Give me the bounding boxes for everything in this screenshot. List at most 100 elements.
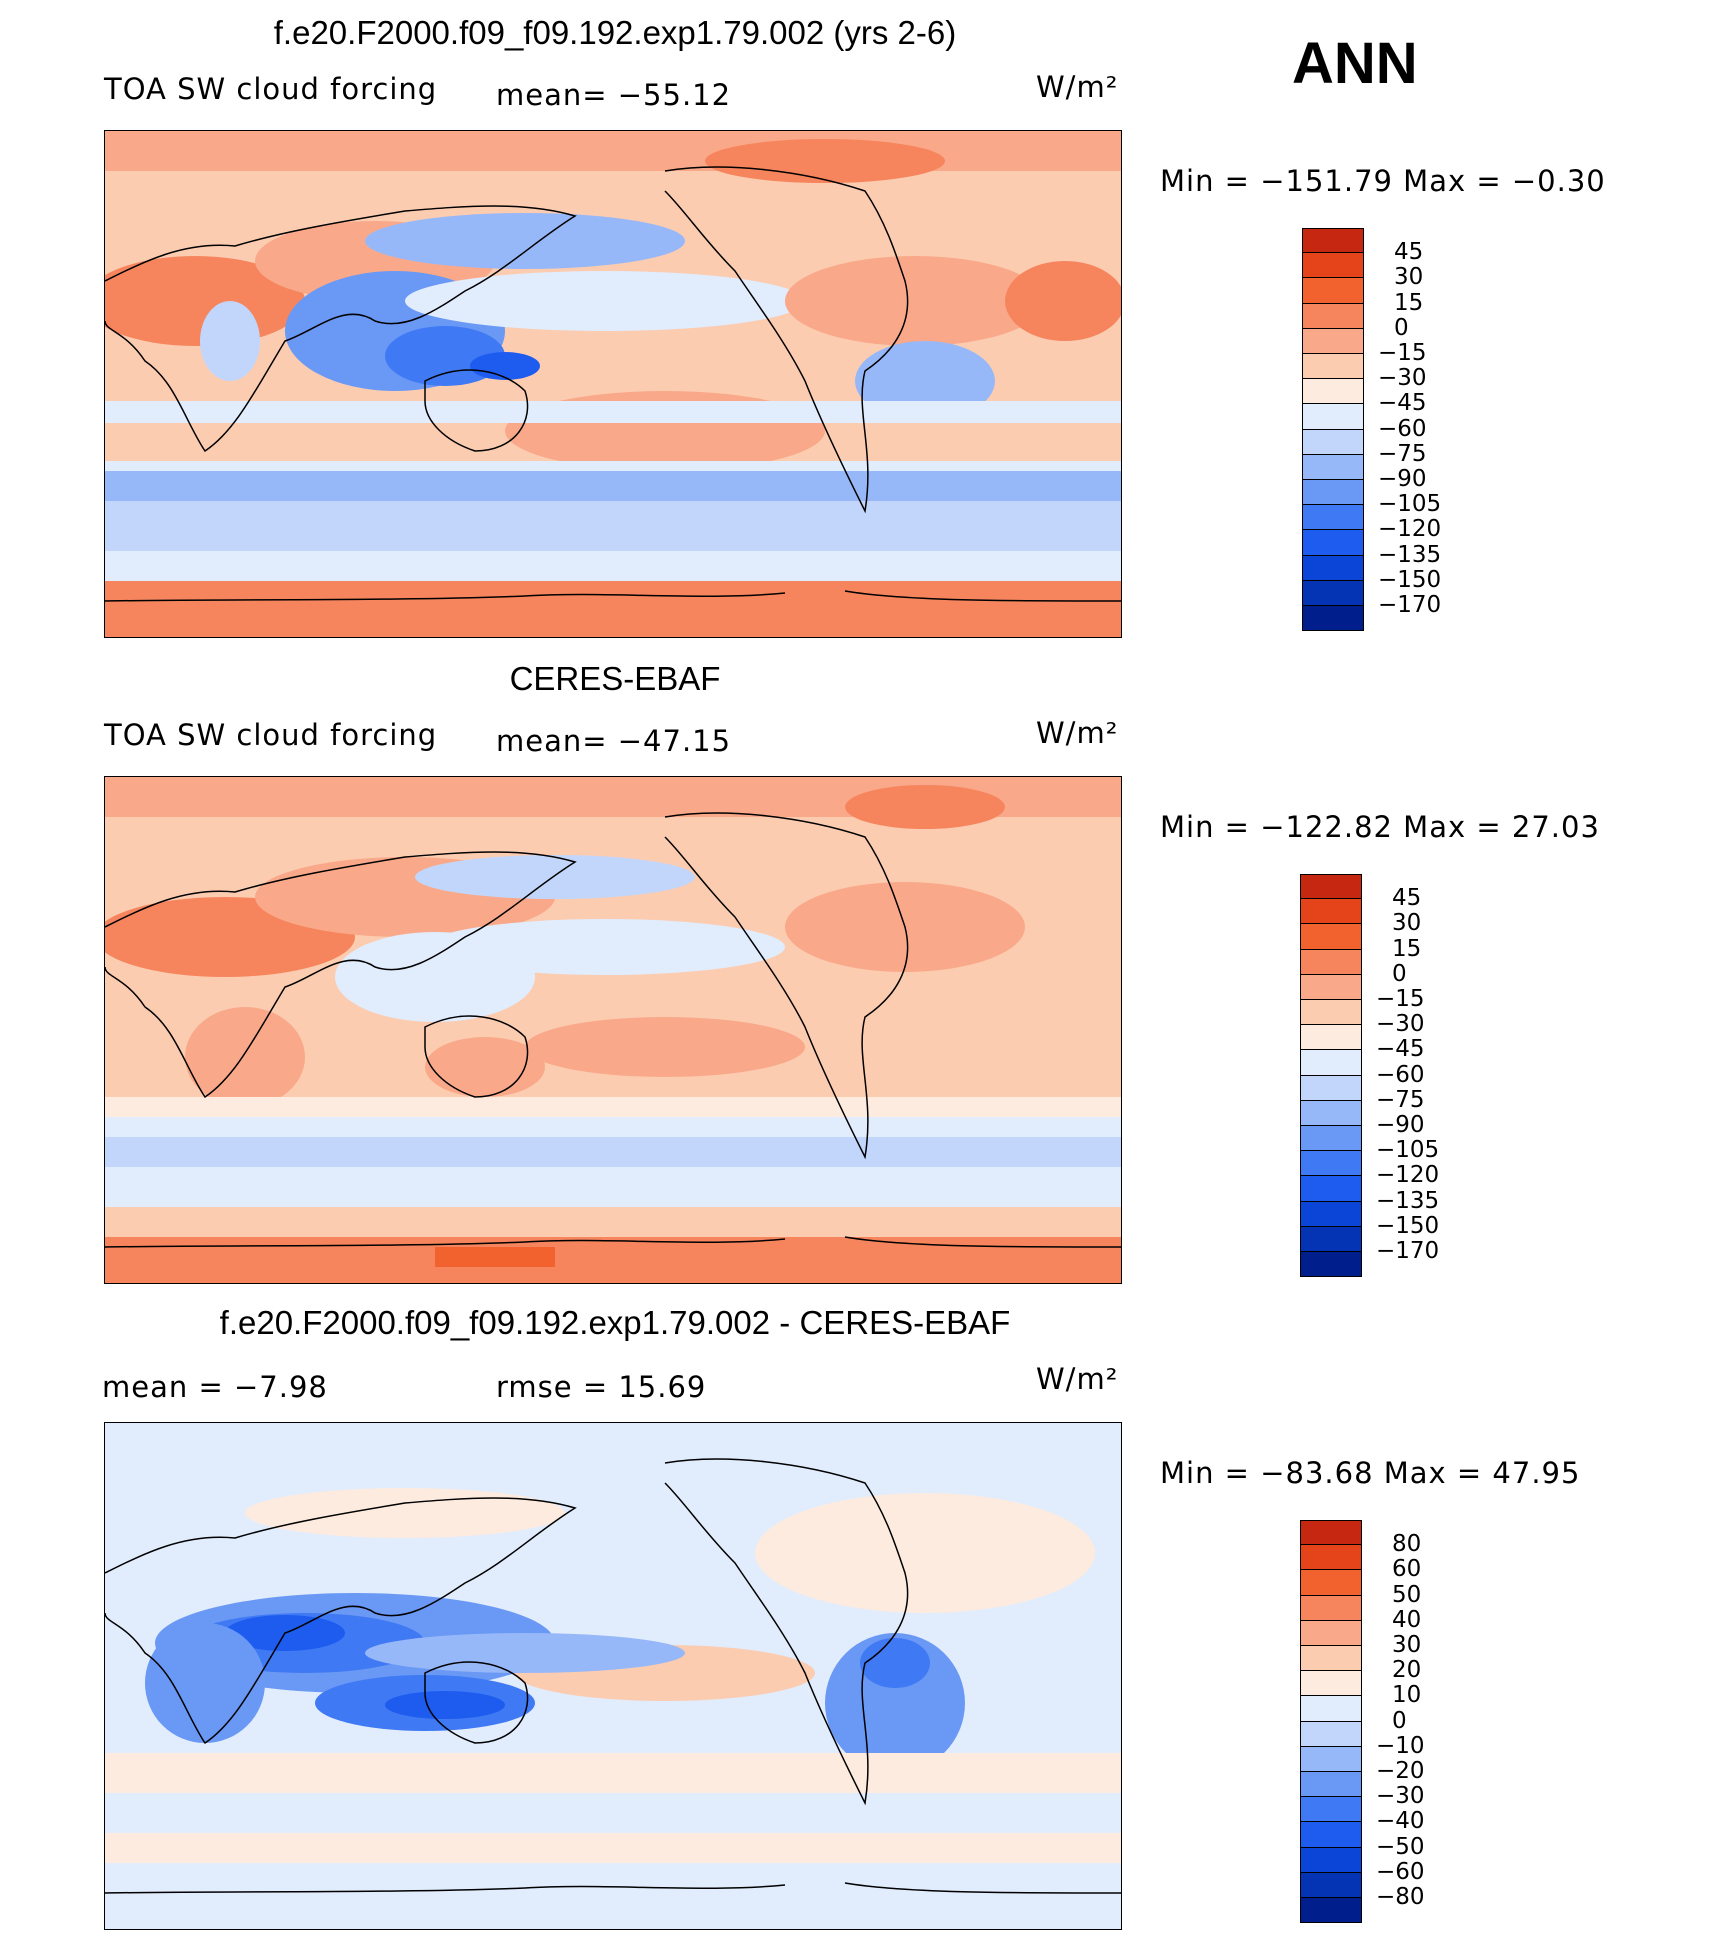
colorbar-tick-label: 15 [1394, 289, 1424, 316]
colorbar-tick-label: 80 [1392, 1531, 1422, 1558]
colorbar-tick-label: −10 [1376, 1732, 1425, 1759]
colorbar-swatch [1300, 1545, 1362, 1571]
panel1-map [104, 130, 1122, 638]
colorbar-swatch [1300, 1620, 1362, 1646]
colorbar-swatch [1302, 404, 1364, 430]
colorbar-tick-label: 0 [1392, 960, 1407, 987]
colorbar-tick-label: −15 [1376, 986, 1425, 1012]
colorbar-tick-label: −80 [1376, 1884, 1425, 1910]
colorbar-tick-label: 10 [1392, 1682, 1422, 1709]
colorbar-tick-label: −135 [1376, 1187, 1440, 1214]
colorbar-tick-label: 50 [1392, 1581, 1422, 1608]
colorbar-tick-label: 30 [1392, 910, 1422, 937]
panel3-title: f.e20.F2000.f09_f09.192.exp1.79.002 - CE… [219, 1304, 1011, 1341]
colorbar-tick-label: −90 [1378, 466, 1427, 492]
colorbar-swatch [1300, 1872, 1362, 1898]
colorbar-swatch [1302, 303, 1364, 329]
colorbar-swatch [1302, 454, 1364, 480]
colorbar-tick-label: 20 [1392, 1657, 1422, 1684]
colorbar-swatch [1300, 1000, 1362, 1026]
colorbar-swatch [1300, 1721, 1362, 1747]
colorbar-tick-label: 0 [1394, 314, 1409, 341]
colorbar-swatch [1302, 328, 1364, 354]
colorbar-tick-label: 60 [1392, 1556, 1422, 1583]
colorbar-tick-label: −105 [1378, 491, 1442, 518]
panel1-units: W/m² [1036, 70, 1119, 104]
colorbar-tick-label: 40 [1392, 1606, 1422, 1633]
colorbar-tick-label: −20 [1376, 1758, 1425, 1784]
colorbar-swatch [1300, 949, 1362, 975]
colorbar-swatch [1300, 1646, 1362, 1672]
panel1-title: f.e20.F2000.f09_f09.192.exp1.79.002 (yrs… [273, 14, 957, 51]
colorbar-tick-label: −60 [1376, 1858, 1425, 1885]
colorbar-tick-label: −105 [1376, 1137, 1440, 1164]
panel2-minmax: Min = −122.82 Max = 27.03 [1160, 810, 1600, 844]
colorbar-swatch [1300, 1050, 1362, 1076]
colorbar-tick-label: −60 [1378, 415, 1427, 442]
colorbar-swatch [1300, 974, 1362, 1000]
panel2-title: CERES-EBAF [509, 660, 721, 697]
colorbar-swatch [1300, 1671, 1362, 1697]
colorbar-swatch [1300, 1696, 1362, 1722]
colorbar-tick-label: −45 [1376, 1036, 1425, 1063]
colorbar-tick-label: −170 [1378, 592, 1442, 618]
colorbar-tick-label: −15 [1378, 340, 1427, 366]
colorbar-swatch [1302, 530, 1364, 556]
colorbar-swatch [1300, 1595, 1362, 1621]
colorbar-frame [1302, 228, 1364, 632]
colorbar-swatch [1300, 1176, 1362, 1202]
colorbar-tick-label: −150 [1378, 566, 1442, 593]
colorbar-swatch [1300, 1772, 1362, 1798]
colorbar-swatch [1302, 580, 1364, 606]
colorbar-tick-label: 45 [1392, 885, 1422, 912]
colorbar-swatch [1300, 1797, 1362, 1823]
panel1-variable-label: TOA SW cloud forcing [104, 72, 438, 106]
panel3-mean: mean = −7.98 [102, 1370, 328, 1404]
colorbar-swatch [1300, 1151, 1362, 1177]
colorbar-tick-label: −170 [1376, 1238, 1440, 1264]
colorbar-swatch [1302, 429, 1364, 455]
colorbar-swatch [1300, 1822, 1362, 1848]
colorbar-tick-label: −90 [1376, 1112, 1425, 1138]
colorbar-frame [1300, 874, 1362, 1278]
colorbar-frame [1300, 1520, 1362, 1924]
panel2-mean: mean= −47.15 [496, 724, 732, 758]
colorbar-swatch [1300, 1847, 1362, 1873]
colorbar-swatch [1300, 1075, 1362, 1101]
colorbar-tick-label: −75 [1378, 440, 1427, 467]
colorbar-tick-label: 15 [1392, 935, 1422, 962]
season-label: ANN [1292, 31, 1418, 96]
colorbar-tick-label: −135 [1378, 541, 1442, 568]
colorbar-swatch [1302, 480, 1364, 506]
colorbar-tick-label: −30 [1376, 1011, 1425, 1038]
colorbar-swatch [1300, 899, 1362, 925]
colorbar-swatch [1300, 1746, 1362, 1772]
colorbar-tick-label: −50 [1376, 1833, 1425, 1860]
panel1-mean: mean= −55.12 [496, 78, 732, 112]
colorbar-tick-label: −150 [1376, 1212, 1440, 1239]
colorbar-tick-label: −120 [1376, 1162, 1440, 1189]
colorbar-tick-label: 45 [1394, 239, 1424, 266]
colorbar-swatch [1300, 1100, 1362, 1126]
colorbar-swatch [1300, 1126, 1362, 1152]
colorbar-tick-label: −120 [1378, 516, 1442, 543]
colorbar-swatch [1300, 1201, 1362, 1227]
panel3-units: W/m² [1036, 1362, 1119, 1396]
colorbar-tick-label: 30 [1394, 264, 1424, 291]
colorbar-swatch [1302, 253, 1364, 279]
colorbar-swatch [1300, 1226, 1362, 1252]
panel3-minmax: Min = −83.68 Max = 47.95 [1160, 1456, 1581, 1490]
panel3-map [104, 1422, 1122, 1930]
colorbar-swatch [1302, 505, 1364, 531]
panel2-variable-label: TOA SW cloud forcing [104, 718, 438, 752]
colorbar-swatch [1300, 924, 1362, 950]
colorbar-swatch [1302, 379, 1364, 405]
colorbar-swatch [1300, 1520, 1362, 1546]
colorbar-tick-label: 30 [1392, 1632, 1422, 1658]
colorbar-swatch [1302, 555, 1364, 581]
colorbar-tick-label: −75 [1376, 1086, 1425, 1113]
panel1-minmax: Min = −151.79 Max = −0.30 [1160, 164, 1606, 198]
colorbar-tick-label: −40 [1376, 1808, 1425, 1835]
colorbar-swatch [1300, 874, 1362, 900]
colorbar-tick-label: −30 [1376, 1783, 1425, 1810]
